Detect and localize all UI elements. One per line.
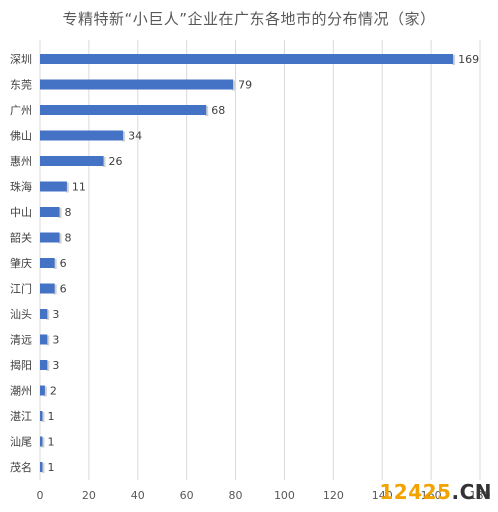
x-tick-label: 40: [131, 489, 145, 502]
data-label: 6: [60, 257, 67, 270]
data-label: 34: [128, 130, 142, 143]
category-label: 汕尾: [10, 436, 32, 449]
bar-shadow: [232, 80, 236, 91]
bar-shadow: [205, 106, 209, 116]
x-tick-label: 80: [229, 489, 243, 502]
category-label: 揭阳: [10, 358, 32, 372]
x-tick-label: 20: [82, 489, 96, 502]
category-label: 惠州: [10, 154, 32, 168]
category-label: 茂名: [10, 460, 32, 474]
bar-shadow: [41, 463, 45, 473]
bar-shadow: [58, 208, 62, 218]
bar-shadow: [65, 182, 69, 193]
data-label: 3: [52, 334, 59, 347]
bar: [40, 130, 124, 141]
x-tick-label: 60: [180, 489, 194, 502]
category-label: 江门: [10, 282, 32, 296]
bar: [40, 360, 48, 370]
data-label: 6: [60, 283, 67, 296]
bar-shadow: [53, 259, 57, 269]
data-label: 68: [211, 104, 225, 117]
data-label: 1: [47, 436, 54, 449]
watermark-logo: 12425.CN: [379, 480, 492, 504]
category-label: 清远: [10, 334, 32, 347]
category-label: 深圳: [10, 53, 32, 66]
category-label: 佛山: [10, 130, 32, 143]
data-label: 1: [47, 461, 54, 474]
bar: [40, 309, 48, 319]
bar: [40, 232, 60, 243]
bar: [40, 462, 43, 472]
bar-shadow: [452, 55, 456, 65]
category-label: 东莞: [10, 79, 32, 92]
bar-shadow: [43, 386, 47, 397]
bar-shadow: [46, 310, 50, 320]
bar: [40, 156, 104, 166]
bar-shadow: [46, 361, 50, 371]
bar: [40, 54, 454, 64]
bar: [40, 334, 48, 345]
data-label: 26: [109, 155, 123, 168]
bar: [40, 207, 60, 217]
bar-shadow: [122, 131, 126, 142]
bar: [40, 283, 55, 294]
data-label: 2: [50, 385, 57, 398]
bar-shadow: [58, 233, 62, 244]
bar: [40, 385, 45, 396]
x-axis-ticks: 0 20 40 60 80 100 120 140 160 180: [37, 489, 491, 502]
bar: [40, 258, 55, 268]
watermark-tld: .CN: [451, 480, 492, 504]
category-label: 肇庆: [10, 256, 32, 270]
data-label: 11: [72, 181, 86, 194]
bar: [40, 436, 43, 447]
category-label: 中山: [10, 206, 32, 219]
category-label: 汕头: [10, 308, 32, 321]
data-label: 8: [65, 232, 72, 245]
bar-shadow: [53, 284, 57, 295]
x-tick-label: 120: [323, 489, 344, 502]
data-label: 1: [47, 410, 54, 423]
watermark-number: 12425: [379, 480, 452, 504]
category-label: 珠海: [10, 180, 32, 194]
data-label: 3: [52, 359, 59, 372]
bar: [40, 105, 207, 115]
category-label: 韶关: [10, 231, 32, 245]
data-label: 3: [52, 308, 59, 321]
bar-shadow: [102, 157, 106, 167]
category-label: 潮州: [10, 384, 32, 398]
data-label: 79: [238, 79, 252, 92]
data-label: 8: [65, 206, 72, 219]
bar-shadow: [46, 335, 50, 346]
x-tick-label: 0: [37, 489, 44, 502]
x-tick-label: 100: [274, 489, 295, 502]
category-label: 湛江: [10, 410, 32, 423]
x-tick-label: 180: [470, 489, 491, 502]
chart-title: 专精特新“小巨人”企业在广东各地市的分布情况（家）: [62, 10, 436, 28]
x-tick-label: 140: [372, 489, 393, 502]
bar: [40, 79, 234, 90]
data-label: 169: [458, 53, 479, 66]
bar: [40, 181, 67, 192]
bars: [40, 54, 456, 473]
bar-shadow: [41, 437, 45, 448]
bar: [40, 411, 43, 421]
x-tick-label: 160: [421, 489, 442, 502]
bar-shadow: [41, 412, 45, 422]
category-label: 广州: [10, 104, 32, 117]
